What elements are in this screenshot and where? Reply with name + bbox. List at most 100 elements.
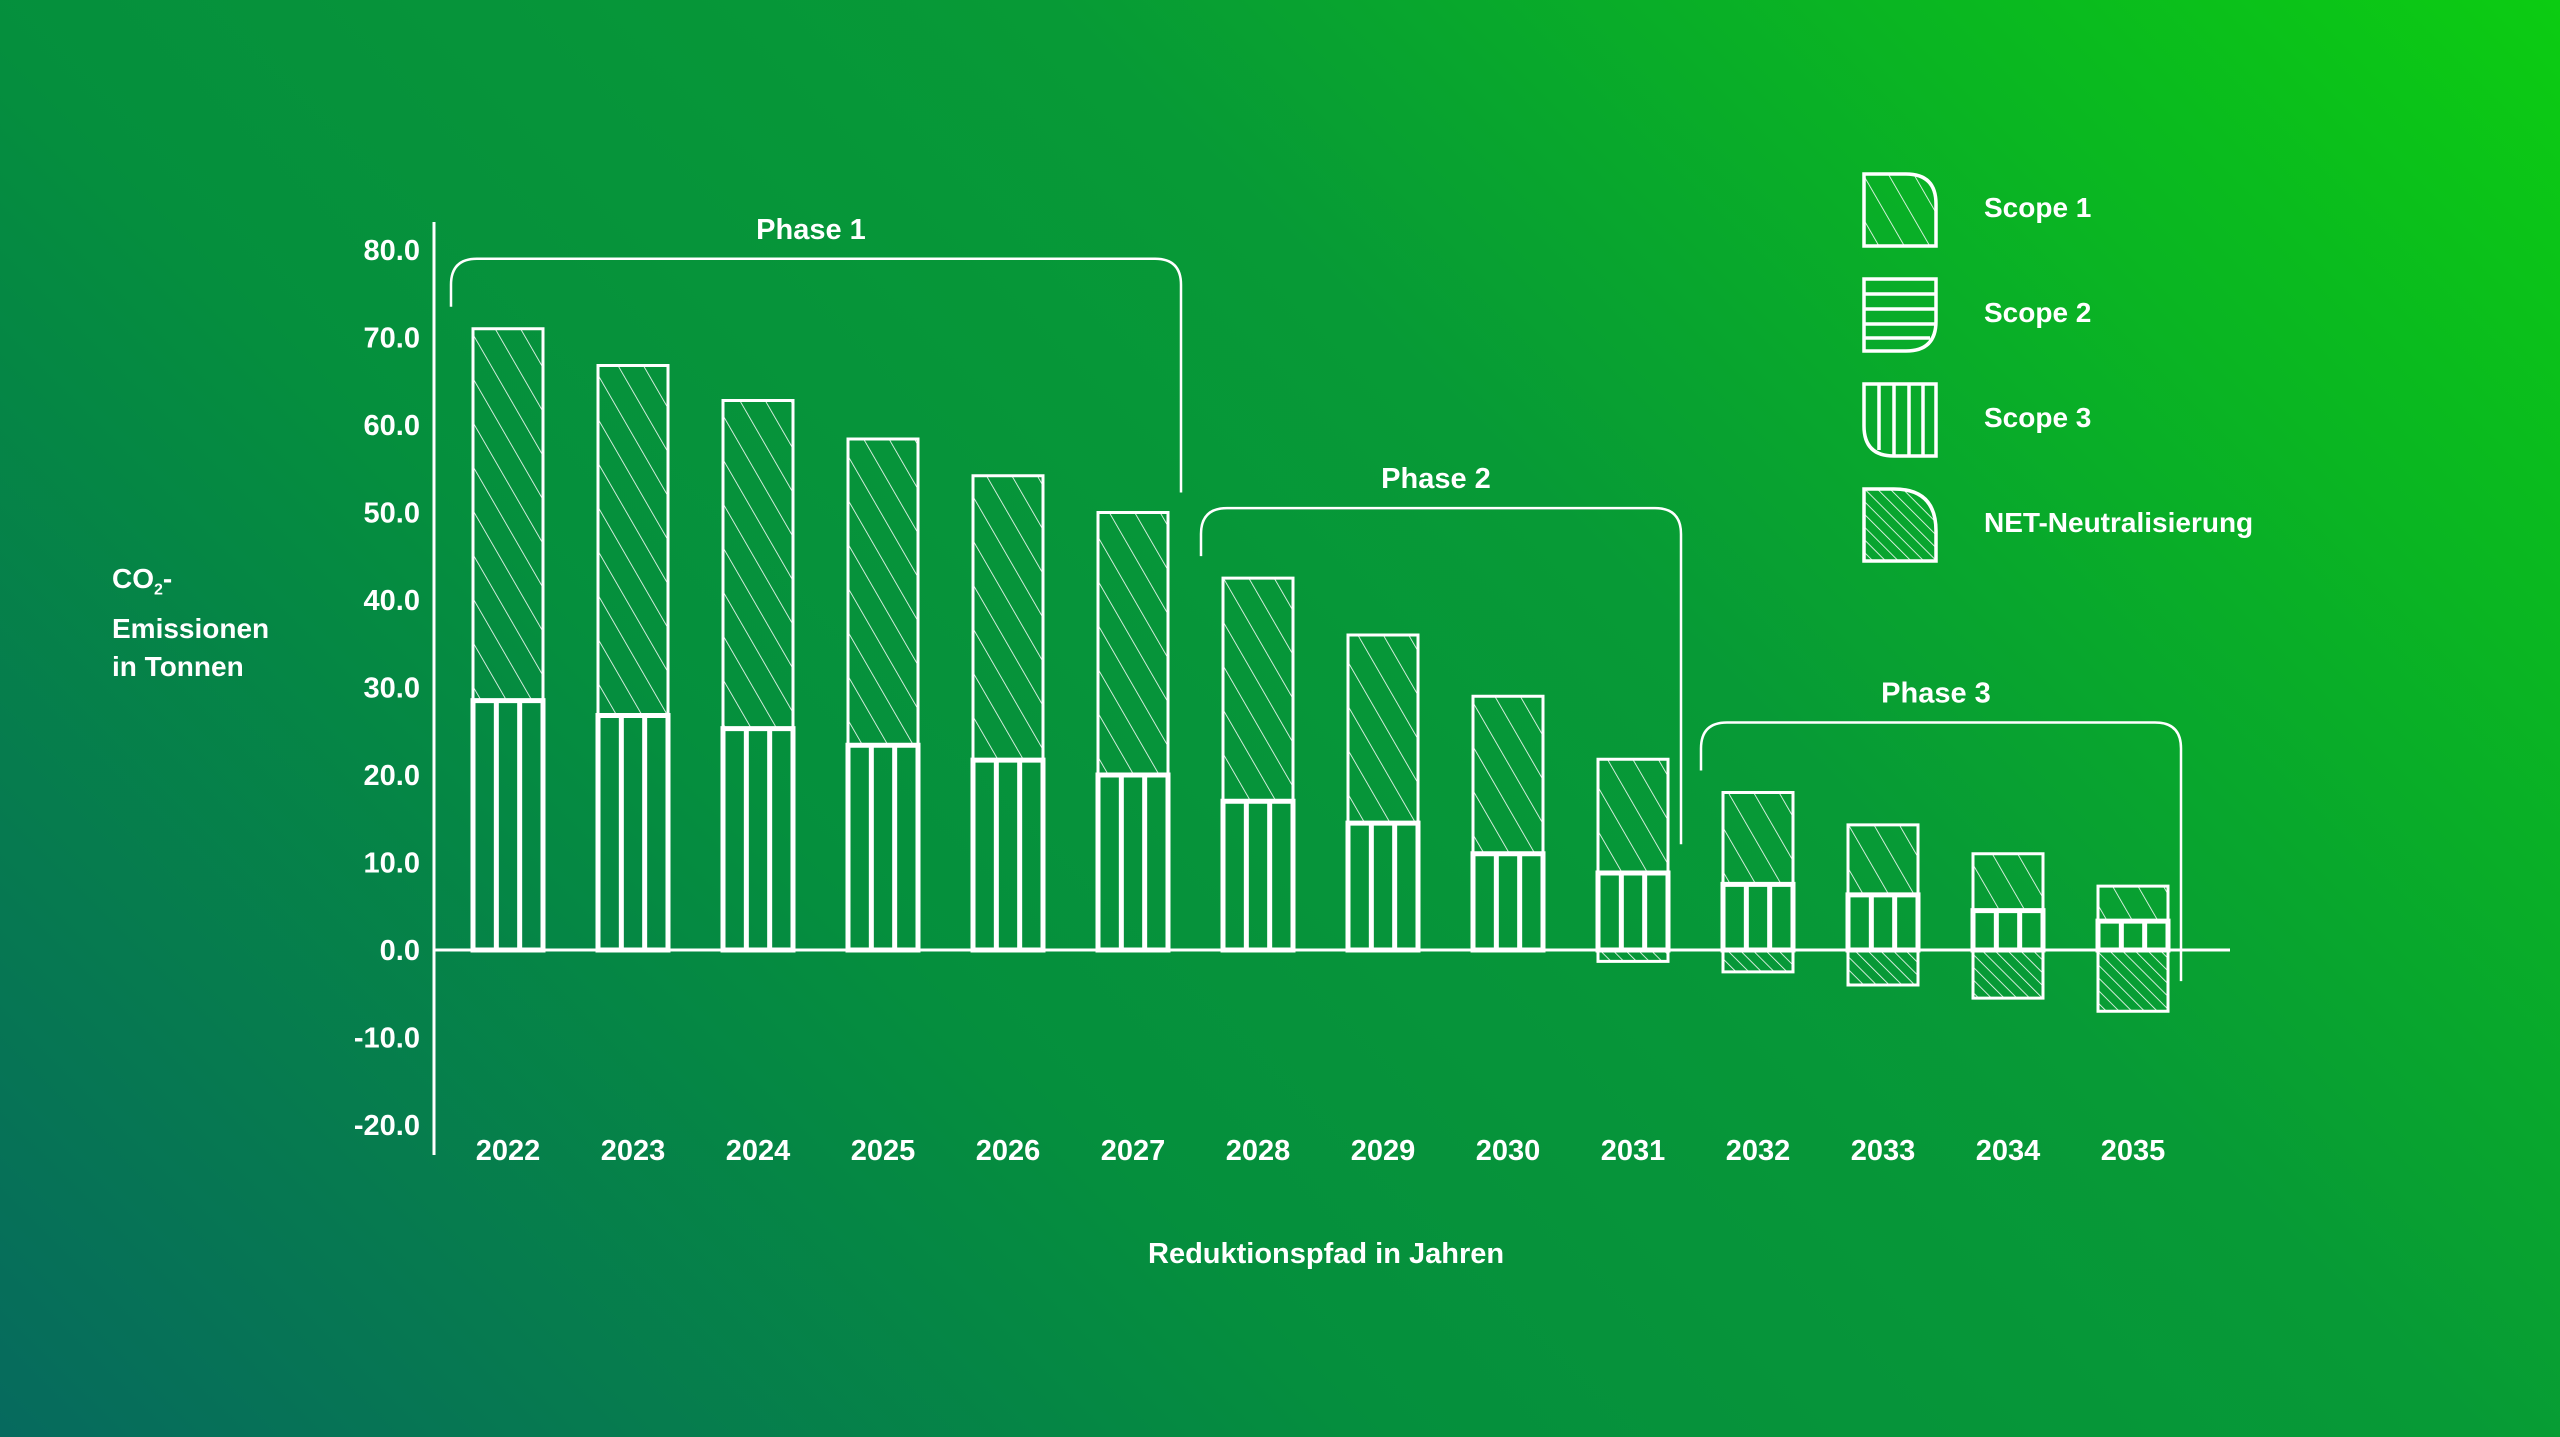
y-tick-label: -20.0: [354, 1110, 420, 1142]
bar-net-neutralisierung: [1846, 948, 1920, 987]
y-axis-label-line3: in Tonnen: [112, 650, 244, 682]
y-axis-label-dash: -: [162, 563, 173, 594]
bar-scope-1: [471, 327, 545, 703]
bar-scope-3: [1845, 892, 1921, 953]
bar-group: [595, 364, 671, 953]
x-tick-label: 2024: [726, 1135, 791, 1167]
y-tick-label: 70.0: [364, 323, 420, 355]
y-tick-label: 40.0: [364, 585, 420, 617]
phase-bracket: [1699, 721, 2183, 982]
bar-scope-3-outline: [1970, 908, 2046, 953]
bar-group: [970, 474, 1046, 953]
phase-bracket: [1199, 506, 1683, 845]
bar-net-neutralisierung: [2096, 948, 2170, 1013]
bar-scope-1: [1096, 511, 1170, 777]
bar-scope-1: [971, 474, 1045, 762]
legend-item-scope-1: Scope 1: [1860, 170, 2360, 248]
x-tick-label: 2035: [2101, 1135, 2166, 1167]
y-tick-label: 60.0: [364, 410, 420, 442]
bar-group: [845, 437, 921, 953]
legend-label-scope-2: Scope 2: [1984, 297, 2092, 328]
bar-scope-3-outline: [2095, 918, 2171, 953]
bar-scope-1: [1471, 694, 1545, 856]
bar-scope-3: [845, 742, 921, 953]
bar-net-neutralisierung: [1971, 948, 2045, 1000]
bar-scope-1: [721, 399, 795, 731]
bar-scope-3: [1095, 772, 1171, 953]
bar-scope-1: [1596, 757, 1670, 875]
bar-scope-1: [1846, 823, 1920, 897]
bar-group: [720, 399, 796, 953]
bar-scope-3: [1345, 820, 1421, 953]
bar-group: [470, 327, 546, 953]
bar-scope-1: [1346, 633, 1420, 825]
x-tick-label: 2023: [601, 1135, 666, 1167]
y-tick-label: 0.0: [380, 935, 420, 967]
bar-scope-3: [1720, 881, 1796, 953]
bar-scope-3-outline: [1470, 851, 1546, 953]
y-axis-label-subscript: 2: [154, 581, 163, 599]
x-tick-label: 2028: [1226, 1135, 1291, 1167]
legend-item-scope-2: Scope 2: [1860, 275, 2360, 353]
bar-scope-3-outline: [1845, 892, 1921, 953]
bar-scope-1: [1721, 791, 1795, 886]
phases-layer: Phase 1 Phase 2 Phase 3: [449, 214, 2183, 982]
legend-label-scope-3: Scope 3: [1984, 402, 2092, 433]
axes-layer: 80.0 70.0 60.0 50.0 40.0 30.0 20.0 10.0 0.0 -10.0…: [354, 222, 2230, 1167]
bar-scope-3-outline: [845, 742, 921, 953]
bar-scope-3: [595, 713, 671, 953]
phase-label: Phase 1: [756, 214, 866, 246]
diagonal-hatch-icon: [1862, 172, 1938, 248]
bars-layer: [470, 327, 2171, 1013]
bar-scope-3: [1595, 870, 1671, 953]
bar-group: [1220, 576, 1296, 953]
y-tick-label: 10.0: [364, 848, 420, 880]
y-axis-label-line2: Emissionen: [112, 612, 270, 644]
bar-scope-1: [1971, 852, 2045, 913]
bar-scope-3-outline: [720, 726, 796, 953]
bar-scope-3: [2095, 918, 2171, 953]
bar-scope-3-outline: [595, 713, 671, 953]
bar-group: [1970, 852, 2046, 1000]
x-tick-label: 2025: [851, 1135, 916, 1167]
bar-group: [1845, 823, 1921, 987]
y-tick-label: 20.0: [364, 760, 420, 792]
x-tick-label: 2033: [1851, 1135, 1916, 1167]
x-axis-label: Reduktionspfad in Jahren: [1148, 1238, 1505, 1270]
bar-group: [1095, 511, 1171, 953]
legend-label-net-neutralisierung: NET-Neutralisierung: [1984, 507, 2254, 538]
bar-group: [1470, 694, 1546, 953]
bar-scope-3: [1970, 908, 2046, 953]
bar-scope-3-outline: [1095, 772, 1171, 953]
bar-scope-3: [1220, 798, 1296, 953]
y-tick-label: -10.0: [354, 1023, 420, 1055]
y-axis-label: CO2- Emissionen in Tonnen: [112, 560, 269, 686]
bar-scope-1: [1221, 576, 1295, 803]
bar-scope-3-outline: [1720, 881, 1796, 953]
horizontal-stripes-icon: [1862, 277, 1938, 353]
bar-net-neutralisierung: [1596, 948, 1670, 963]
bar-scope-1: [2096, 884, 2170, 923]
vertical-stripes-icon: [1862, 382, 1938, 458]
y-tick-label: 30.0: [364, 673, 420, 705]
bar-group: [1720, 791, 1796, 974]
x-tick-label: 2034: [1976, 1135, 2041, 1167]
x-tick-label: 2029: [1351, 1135, 1416, 1167]
phase-label: Phase 2: [1381, 463, 1491, 495]
x-tick-label: 2026: [976, 1135, 1041, 1167]
legend-item-scope-3: Scope 3: [1860, 380, 2360, 458]
bar-scope-1: [846, 437, 920, 747]
bar-scope-3: [970, 757, 1046, 953]
bar-scope-3: [720, 726, 796, 953]
bar-scope-3: [1470, 851, 1546, 953]
x-tick-label: 2027: [1101, 1135, 1166, 1167]
bar-net-neutralisierung: [1721, 948, 1795, 974]
bar-group: [1345, 633, 1421, 953]
y-tick-label: 80.0: [364, 235, 420, 267]
bar-scope-3-outline: [470, 698, 546, 953]
phase-bracket: [449, 257, 1183, 493]
x-tick-label: 2022: [476, 1135, 541, 1167]
bar-group: [1595, 757, 1671, 963]
